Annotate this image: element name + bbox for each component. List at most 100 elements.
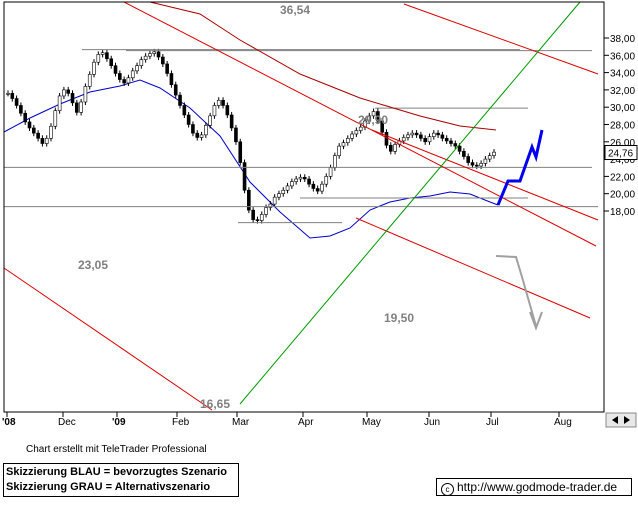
- uptrend-line: [239, 1, 581, 405]
- y-tick-label: 38,00: [610, 34, 635, 45]
- candle-body: [376, 111, 380, 122]
- scroll-right-icon: [624, 416, 630, 424]
- candle-body: [62, 89, 66, 97]
- candle-body: [419, 134, 423, 139]
- candle-body: [36, 132, 40, 139]
- candle-body: [492, 151, 496, 156]
- scroll-left-icon: [612, 416, 618, 424]
- last-price-box: [604, 145, 638, 161]
- candle-body: [393, 144, 397, 152]
- candle-body: [130, 70, 135, 79]
- candle-body: [148, 53, 152, 57]
- candle-body: [96, 54, 101, 63]
- candle-body: [169, 73, 174, 86]
- legend-grey-scenario: Skizzierung GRAU = Alternativszenario: [6, 481, 211, 493]
- level-annotation: 23,05: [78, 258, 108, 272]
- candle-body: [444, 138, 449, 142]
- candle-body: [221, 99, 225, 106]
- candle-body: [27, 121, 32, 129]
- candle-body: [281, 189, 286, 195]
- candle-body: [173, 84, 178, 96]
- candle-body: [118, 73, 122, 80]
- y-tick-label: 22,00: [610, 172, 635, 183]
- candle-body: [242, 162, 247, 191]
- candles-layer: [6, 48, 496, 224]
- candle-body: [156, 51, 161, 58]
- level-annotation: 19,50: [384, 311, 414, 325]
- source-url[interactable]: http://www.godmode-trader.de: [457, 480, 618, 494]
- candle-body: [199, 134, 204, 138]
- candle-body: [328, 167, 333, 177]
- candle-body: [23, 112, 28, 123]
- candle-body: [298, 176, 303, 180]
- moving-average-line: [3, 79, 499, 239]
- long-average-line: [149, 1, 497, 131]
- candle-body: [152, 51, 157, 54]
- candle-body: [92, 61, 96, 75]
- candle-body: [229, 114, 234, 129]
- candle-body: [165, 63, 169, 74]
- candle-body: [427, 136, 432, 143]
- candle-body: [40, 138, 45, 144]
- candle-body: [14, 98, 19, 106]
- candle-body: [70, 93, 75, 104]
- candle-body: [311, 183, 316, 189]
- candle-body: [178, 94, 182, 106]
- candle-body: [105, 52, 109, 60]
- candle-body: [371, 111, 376, 117]
- candle-body: [487, 155, 492, 160]
- candle-body: [186, 114, 191, 125]
- candle-body: [182, 105, 187, 116]
- legend-blue-scenario: Skizzierung BLAU = bevorzugtes Szenario: [6, 466, 227, 478]
- candle-body: [126, 77, 131, 84]
- candle-body: [161, 56, 165, 65]
- trend-channel-line: [403, 3, 599, 75]
- level-annotation: 36,54: [280, 3, 310, 17]
- y-tick-label: 20,00: [610, 190, 635, 201]
- candle-body: [431, 132, 436, 137]
- candle-body: [449, 140, 453, 144]
- candle-body: [255, 219, 260, 221]
- y-tick-label: 24,00: [610, 155, 635, 166]
- trend-channel-line: [371, 129, 599, 221]
- y-tick-label: 30,00: [610, 103, 635, 114]
- trend-channel-line: [3, 267, 213, 411]
- candle-body: [87, 74, 92, 87]
- candle-body: [143, 55, 148, 60]
- candle-body: [436, 132, 440, 136]
- x-tick-label: '09: [112, 417, 126, 428]
- candle-body: [264, 207, 268, 215]
- candle-body: [113, 65, 118, 74]
- price-chart: 18,00 20,00 22,00 24,00 26,00 28,00 30,00 32,00…: [2, 1, 638, 428]
- candle-body: [208, 115, 212, 126]
- candle-body: [354, 130, 359, 135]
- candle-body: [268, 203, 273, 208]
- candle-body: [350, 133, 354, 139]
- candle-body: [401, 137, 406, 142]
- x-tick-label: Dec: [58, 417, 76, 428]
- x-tick-label: Mar: [232, 417, 250, 428]
- scenario-legend: Skizzierung BLAU = bevorzugtes Szenario …: [3, 463, 239, 497]
- axes-layer: 18,00 20,00 22,00 24,00 26,00 28,00 30,00 32,00…: [2, 1, 638, 428]
- last-price-label: 24,76: [608, 149, 633, 160]
- scroll-control: [605, 412, 637, 428]
- chart-credit: Chart erstellt mit TeleTrader Profession…: [26, 444, 207, 455]
- candle-body: [315, 188, 320, 192]
- candle-body: [457, 145, 462, 152]
- candle-body: [414, 132, 419, 136]
- candle-body: [406, 134, 410, 138]
- candle-body: [341, 142, 346, 147]
- source-url-box[interactable]: c http://www.godmode-trader.de: [436, 478, 632, 496]
- candle-body: [204, 125, 208, 136]
- x-tick-label: May: [362, 417, 381, 428]
- candle-body: [6, 93, 10, 95]
- candle-body: [135, 65, 139, 72]
- candle-body: [109, 58, 114, 66]
- candle-body: [388, 144, 393, 152]
- candle-body: [380, 120, 384, 133]
- candle-body: [19, 105, 23, 114]
- blue-scenario-path: [496, 129, 544, 206]
- moving-average-layer: [3, 79, 499, 239]
- candle-body: [453, 143, 458, 147]
